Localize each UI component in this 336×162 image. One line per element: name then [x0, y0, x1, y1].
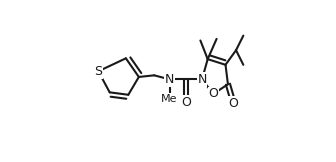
- Text: O: O: [208, 87, 218, 100]
- Text: O: O: [229, 97, 239, 110]
- Text: O: O: [181, 96, 191, 109]
- Text: Me: Me: [161, 94, 178, 104]
- Text: N: N: [197, 73, 207, 86]
- Text: N: N: [165, 73, 174, 86]
- Text: S: S: [94, 65, 102, 78]
